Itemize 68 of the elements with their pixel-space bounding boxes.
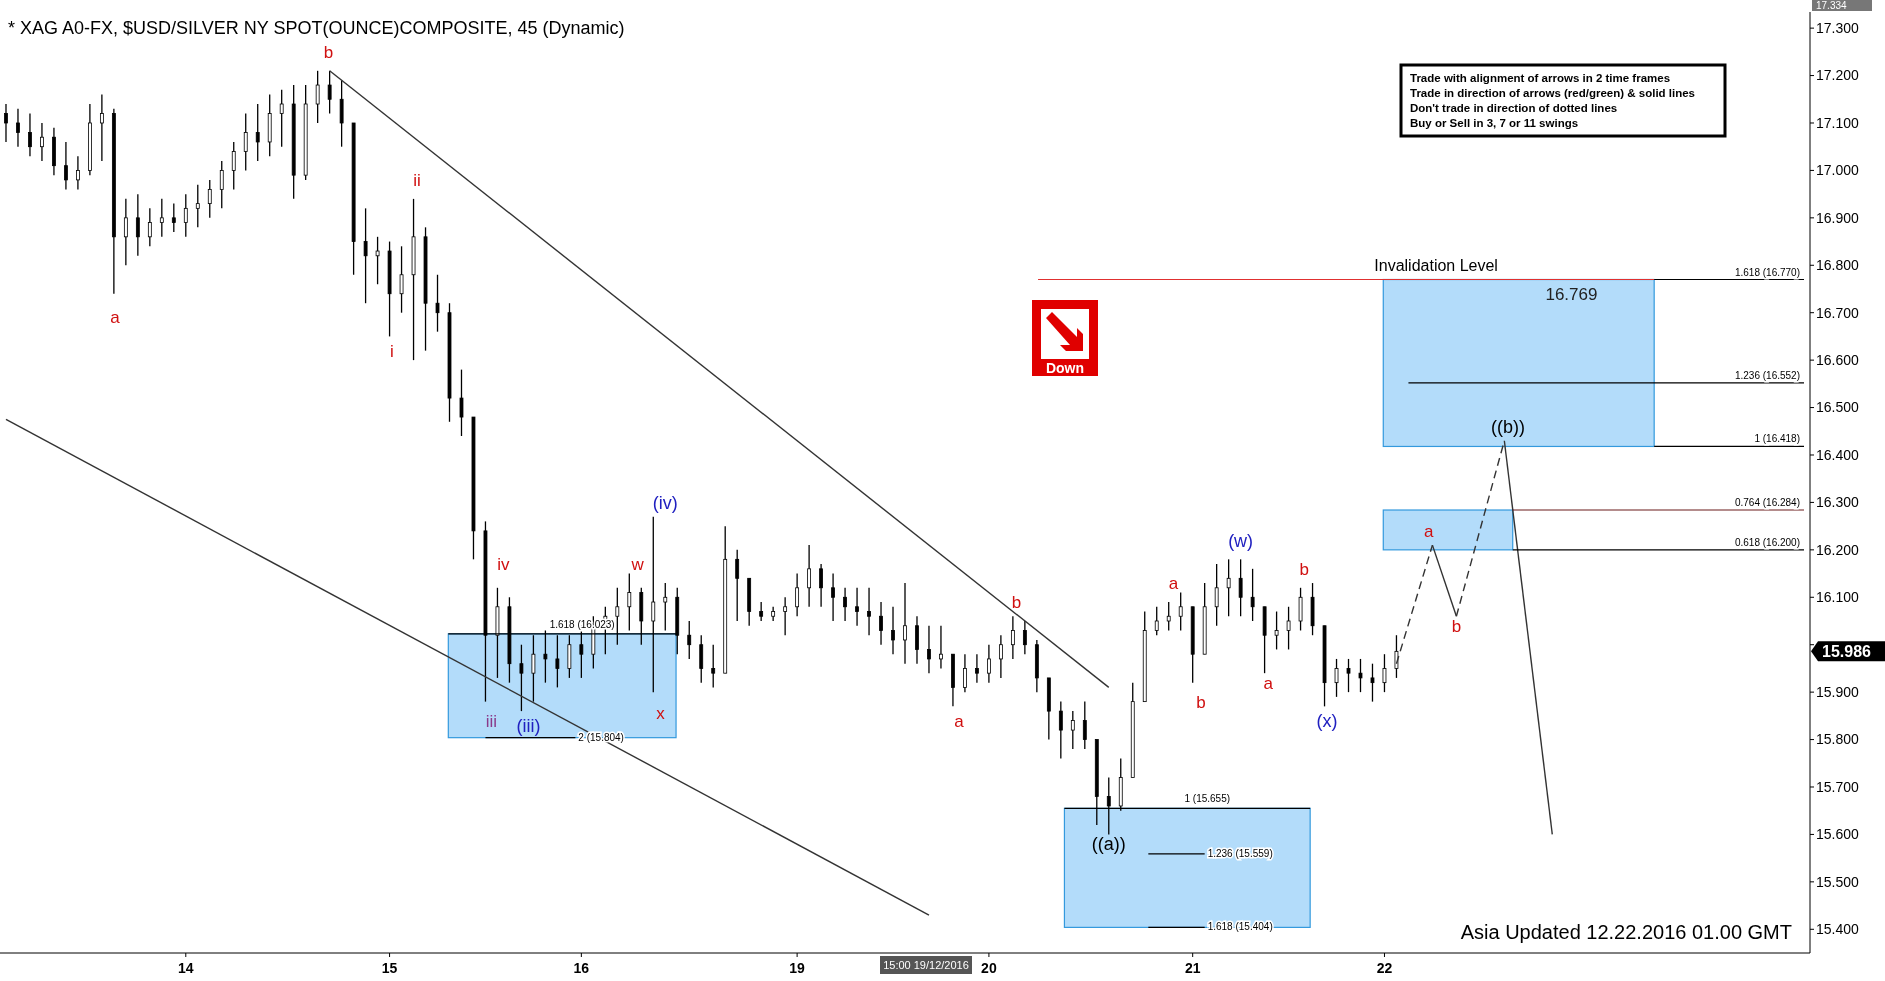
ref-line-label: 1 (15.655)	[1184, 793, 1231, 805]
y-tick-label: 16.500	[1816, 399, 1860, 416]
y-tick-label: 17.300	[1816, 20, 1860, 37]
text: 17.334	[1816, 0, 1848, 11]
x-tick-label: 20	[981, 960, 997, 976]
annotation: i	[390, 341, 394, 361]
annotation: 16.769	[1545, 284, 1598, 304]
y-tick-label: 17.000	[1816, 162, 1860, 179]
annotation: Down	[1045, 360, 1085, 376]
y-tick-label: 15.700	[1816, 778, 1860, 795]
x-tick-label: 15	[381, 960, 398, 976]
ref-line-label: 1.618 (15.404)	[1207, 921, 1273, 933]
y-tick-label: 15.500	[1816, 873, 1860, 890]
x-tick-label: 19	[789, 960, 806, 976]
x-tick-label: 21	[1184, 960, 1201, 976]
ref-line-label: 0.764 (16.284)	[1734, 497, 1801, 509]
annotation: Trade in direction of arrows (red/green) & solid lines	[1410, 87, 1696, 99]
annotation: ((b))	[1490, 416, 1525, 437]
annotation: Buy or Sell in 3, 7 or 11 swings	[1410, 117, 1579, 129]
annotation: a	[1263, 673, 1274, 693]
annotation: Don't trade in direction of dotted lines	[1410, 102, 1618, 114]
x-tick-label: 22	[1376, 960, 1393, 976]
annotation: b	[1196, 692, 1206, 712]
y-tick-label: 16.200	[1816, 541, 1860, 558]
annotation: a	[110, 308, 121, 328]
y-tick-label: 16.900	[1816, 209, 1860, 226]
annotation: iv	[497, 555, 511, 575]
annotation: Asia Updated 12.22.2016 01.00 GMT	[1460, 921, 1792, 943]
y-tick-label: 17.200	[1816, 67, 1860, 84]
y-tick-label: 17.100	[1816, 114, 1860, 131]
ref-line-label: 1 (16.418)	[1754, 433, 1801, 445]
annotation: b	[1011, 592, 1022, 612]
annotation: b	[323, 42, 334, 62]
annotation: ((a))	[1091, 834, 1126, 855]
annotation: Trade with alignment of arrows in 2 time frames	[1410, 72, 1671, 84]
annotation: (iii)	[516, 715, 541, 736]
chart-title: * XAG A0-FX, $USD/SILVER NY SPOT(OUNCE)COMPOSITE, 45 (Dynamic)	[8, 18, 625, 38]
annotation: (iv)	[652, 492, 678, 513]
text: 15:00 19/12/2016	[883, 959, 969, 971]
annotation: b	[1299, 559, 1309, 579]
annotation: b	[1451, 616, 1462, 636]
annotation: iii	[485, 711, 498, 731]
y-tick-label: 16.800	[1816, 257, 1860, 274]
ref-line-label: 1.236 (15.559)	[1207, 847, 1273, 859]
annotation: x	[656, 704, 666, 724]
y-tick-label: 16.700	[1816, 304, 1860, 321]
annotation: ii	[413, 170, 421, 190]
y-tick-label: 16.400	[1816, 446, 1860, 463]
ref-line-label: 1.618 (16.770)	[1734, 266, 1801, 278]
annotation: w	[630, 555, 645, 575]
y-tick-label: 15.600	[1816, 826, 1860, 843]
annotation: a	[954, 711, 965, 731]
annotation: a	[1424, 521, 1435, 541]
y-tick-label: 15.900	[1816, 684, 1860, 701]
y-tick-label: 16.100	[1816, 589, 1860, 606]
text: 15.986	[1822, 643, 1872, 661]
y-tick-label: 16.600	[1816, 352, 1860, 369]
y-tick-label: 15.800	[1816, 731, 1860, 748]
ref-line-label: Invalidation Level	[1374, 256, 1498, 274]
ref-line-label: 1.236 (16.552)	[1734, 369, 1801, 381]
x-tick-label: 14	[178, 960, 194, 976]
annotation: (w)	[1228, 530, 1254, 551]
annotation: (x)	[1316, 710, 1338, 731]
annotation: a	[1168, 574, 1179, 593]
x-tick-label: 16	[573, 960, 590, 976]
y-tick-label: 15.400	[1816, 921, 1860, 938]
ref-line-label: 0.618 (16.200)	[1734, 536, 1801, 548]
y-tick-label: 16.300	[1816, 494, 1860, 511]
